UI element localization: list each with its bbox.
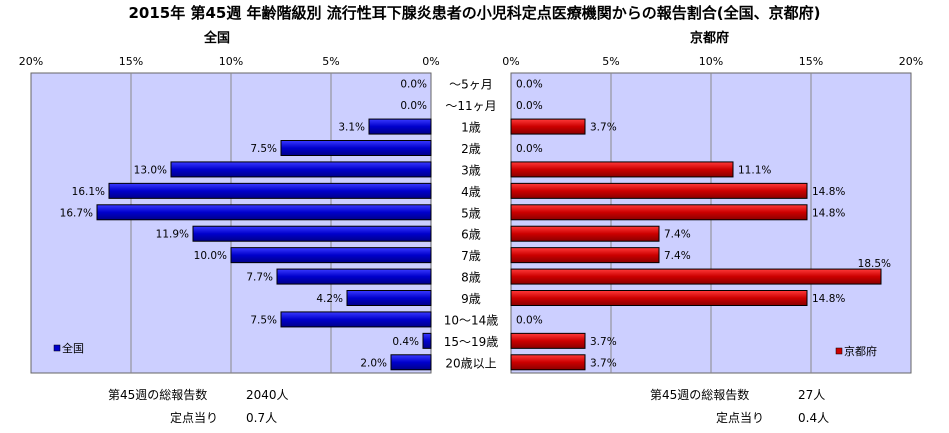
right-data-label: 0.0% [516, 143, 543, 155]
category-label: 10～14歳 [444, 313, 499, 327]
right-bar [510, 332, 586, 349]
left-bar [170, 161, 432, 178]
right-data-label: 18.5% [858, 258, 891, 270]
left-panel-title: 全国 [204, 31, 231, 46]
left-tick-label: 15% [119, 55, 143, 68]
left-bar [192, 225, 432, 242]
left-bar [346, 290, 432, 306]
category-label: 9歳 [461, 292, 481, 306]
right-bar [510, 225, 660, 242]
right-data-label: 7.4% [664, 229, 691, 241]
left-bar [422, 332, 432, 349]
right-tick-label: 15% [799, 55, 823, 68]
right-data-label: 11.1% [738, 164, 771, 176]
left-data-label: 16.1% [72, 186, 105, 198]
left-data-label: 3.1% [338, 122, 365, 134]
category-label: 2歳 [461, 142, 481, 156]
left-tick-label: 5% [322, 55, 339, 68]
left-data-label: 0.0% [400, 100, 427, 112]
right-data-label: 14.8% [812, 293, 845, 305]
category-label: 4歳 [461, 185, 481, 199]
right-bar [510, 247, 660, 264]
right-bar [510, 204, 808, 221]
left-data-label: 16.7% [60, 207, 93, 219]
left-data-label: 13.0% [134, 164, 167, 176]
left-perpoint-value: 0.7人 [246, 411, 278, 425]
right-bar [510, 118, 586, 135]
right-perpoint-label: 定点当り [716, 411, 765, 425]
left-data-label: 11.9% [156, 229, 189, 241]
right-bar [510, 290, 808, 306]
right-tick-label: 5% [602, 55, 619, 68]
right-data-label: 0.0% [516, 314, 543, 326]
left-tick-label: 0% [422, 55, 439, 68]
left-bar [368, 118, 432, 135]
right-data-label: 7.4% [664, 250, 691, 262]
left-tick-label: 20% [19, 55, 43, 68]
category-label: 20歳以上 [445, 356, 496, 370]
right-legend-swatch [835, 347, 843, 355]
left-bar [280, 140, 432, 156]
chart-title: 2015年 第45週 年齢階級別 流行性耳下腺炎患者の小児科定点医療機関からの報… [128, 4, 821, 22]
left-data-label: 7.5% [250, 314, 277, 326]
category-label: ～5ヶ月 [449, 78, 493, 92]
right-data-label: 0.0% [516, 100, 543, 112]
left-legend-label: 全国 [62, 341, 84, 355]
left-bar [96, 204, 432, 221]
left-legend-swatch [53, 344, 61, 352]
right-tick-label: 20% [899, 55, 923, 68]
left-bar [280, 311, 432, 328]
left-data-label: 10.0% [194, 250, 227, 262]
left-data-label: 7.7% [246, 272, 273, 284]
left-bar [390, 354, 432, 371]
right-data-label: 3.7% [590, 122, 617, 134]
left-total-label: 第45週の総報告数 [108, 388, 208, 402]
left-tick-label: 10% [219, 55, 243, 68]
right-data-label: 3.7% [590, 336, 617, 348]
left-total-value: 2040人 [246, 388, 289, 402]
right-data-label: 14.8% [812, 207, 845, 219]
right-tick-label: 0% [502, 55, 519, 68]
right-data-label: 3.7% [590, 357, 617, 369]
left-bar [108, 182, 432, 199]
category-label: 7歳 [461, 249, 481, 263]
right-bar [510, 182, 808, 199]
category-label: 3歳 [461, 163, 481, 177]
right-perpoint-value: 0.4人 [798, 411, 830, 425]
right-legend-label: 京都府 [844, 344, 877, 358]
category-label: ～11ヶ月 [445, 99, 496, 113]
right-bar [510, 161, 734, 178]
left-data-label: 2.0% [360, 357, 387, 369]
right-panel-title: 京都府 [690, 31, 730, 46]
right-data-label: 0.0% [516, 79, 543, 91]
right-tick-label: 10% [699, 55, 723, 68]
right-data-label: 14.8% [812, 186, 845, 198]
left-data-label: 0.0% [400, 79, 427, 91]
left-data-label: 0.4% [392, 336, 419, 348]
right-total-value: 27人 [798, 388, 826, 402]
left-perpoint-label: 定点当り [170, 411, 219, 425]
right-total-label: 第45週の総報告数 [650, 388, 750, 402]
category-label: 6歳 [461, 228, 481, 242]
left-data-label: 7.5% [250, 143, 277, 155]
right-bar [510, 354, 586, 371]
left-data-label: 4.2% [316, 293, 343, 305]
left-bar [230, 247, 432, 264]
left-bar [276, 268, 432, 285]
category-label: 5歳 [461, 206, 481, 220]
category-label: 1歳 [461, 121, 481, 135]
category-label: 15～19歳 [444, 335, 499, 349]
right-bar [510, 268, 882, 285]
category-label: 8歳 [461, 271, 481, 285]
